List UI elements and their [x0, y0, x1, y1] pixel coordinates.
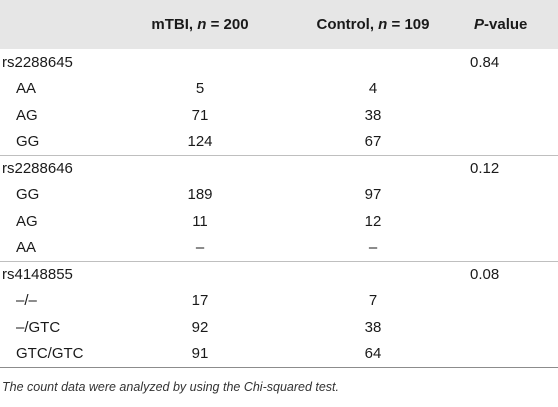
cell-p-value: [466, 182, 558, 209]
cell-control: 38: [364, 106, 382, 124]
table-row: GTC/GTC 91 64: [0, 340, 558, 368]
header-blank: [0, 0, 120, 49]
cell-control: 7: [368, 292, 378, 310]
cell-control: [280, 154, 466, 182]
cell-mtbi: 5: [195, 80, 205, 98]
cell-control: –: [368, 239, 378, 256]
cell-mtbi: 189: [187, 186, 213, 204]
row-label: rs4148855: [0, 260, 120, 288]
cell-mtbi: 71: [191, 106, 209, 124]
table-row: rs2288646 0.12: [0, 154, 558, 182]
cell-p-value: [466, 235, 558, 262]
row-label: GG: [16, 186, 40, 204]
row-label: AA: [16, 239, 37, 256]
cell-mtbi: [120, 49, 280, 76]
cell-p-value: [466, 340, 558, 368]
table-row: rs2288645 0.84: [0, 49, 558, 76]
cell-p-value: [466, 314, 558, 341]
row-label: AG: [16, 212, 38, 230]
cell-control: [280, 49, 466, 76]
cell-mtbi: 124: [187, 133, 213, 150]
table-row: AA 5 4: [0, 76, 558, 103]
table-row: AG 11 12: [0, 208, 558, 235]
cell-p-value: 0.12: [466, 154, 558, 182]
table-row: GG 189 97: [0, 182, 558, 209]
cell-mtbi: [120, 154, 280, 182]
row-label: AA: [16, 80, 37, 98]
table-row: –/GTC 92 38: [0, 314, 558, 341]
cell-control: 64: [280, 340, 466, 368]
row-label: –/–: [16, 292, 37, 310]
cell-p-value: 0.84: [470, 53, 500, 71]
row-label: GTC/GTC: [0, 340, 120, 368]
cell-p-value: [466, 102, 558, 129]
row-label: rs2288645: [2, 53, 73, 71]
table-row: GG 124 67: [0, 129, 558, 156]
header-control: Control, n = 109: [316, 16, 430, 33]
cell-control: [280, 260, 466, 288]
cell-mtbi: –: [195, 239, 205, 256]
table-row: AG 71 38: [0, 102, 558, 129]
row-label: AG: [16, 106, 38, 124]
table-footnote: The count data were analyzed by using th…: [2, 380, 340, 394]
cell-p-value: 0.08: [466, 260, 558, 288]
cell-control: 67: [364, 133, 382, 150]
cell-p-value: [466, 76, 558, 103]
cell-mtbi: 17: [191, 292, 209, 310]
header-p-value: P-value: [474, 16, 528, 33]
cell-p-value: [466, 208, 558, 235]
cell-control: 4: [368, 80, 378, 98]
table-row: rs4148855 0.08: [0, 260, 558, 288]
cell-mtbi: 91: [120, 340, 280, 368]
genotype-table: mTBI, n = 200 Control, n = 109 P-value r…: [0, 0, 558, 368]
cell-control: 97: [364, 186, 382, 204]
table-header-row: mTBI, n = 200 Control, n = 109 P-value: [0, 0, 558, 49]
table-row: –/– 17 7: [0, 288, 558, 315]
row-label: rs2288646: [0, 154, 120, 182]
cell-p-value: [466, 129, 558, 156]
cell-control: 38: [364, 318, 382, 336]
cell-mtbi: [120, 260, 280, 288]
row-label: GG: [16, 133, 40, 150]
cell-control: 12: [364, 212, 382, 230]
cell-mtbi: 92: [191, 318, 209, 336]
header-mtbi: mTBI, n = 200: [151, 16, 249, 33]
cell-p-value: [466, 288, 558, 315]
row-label: –/GTC: [16, 318, 61, 336]
table-row: AA – –: [0, 235, 558, 262]
cell-mtbi: 11: [192, 212, 208, 230]
